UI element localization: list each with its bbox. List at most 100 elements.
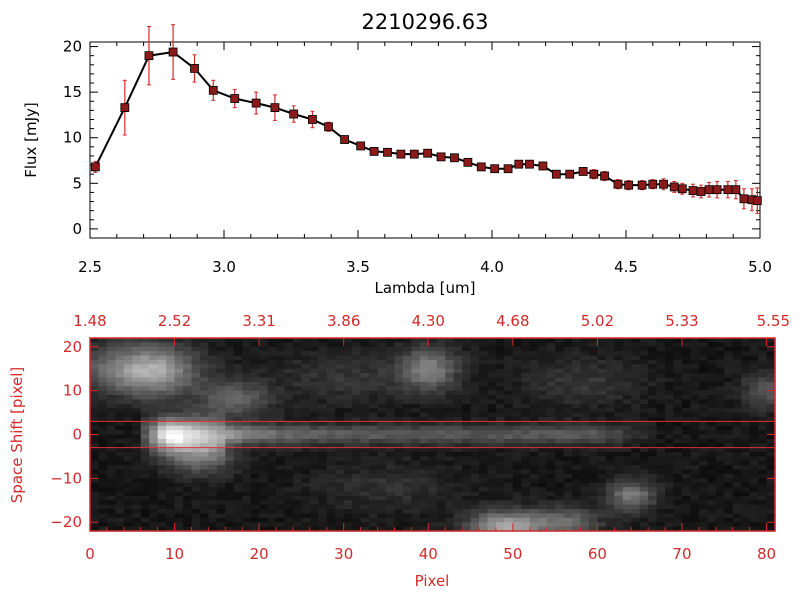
image-pixel: [639, 434, 649, 440]
image-pixel: [123, 351, 133, 357]
image-pixel: [572, 346, 582, 352]
image-pixel: [191, 482, 201, 488]
image-pixel: [512, 351, 522, 357]
image-pixel: [343, 403, 353, 409]
image-pixel: [436, 452, 446, 458]
image-pixel: [656, 430, 666, 436]
image-pixel: [504, 399, 514, 405]
image-pixel: [563, 381, 573, 387]
image-pixel: [690, 355, 700, 361]
data-point: [704, 185, 714, 195]
image-pixel: [284, 355, 294, 361]
image-pixel: [242, 495, 252, 501]
image-pixel: [343, 430, 353, 436]
image-pixel: [369, 430, 379, 436]
image-pixel: [631, 364, 641, 370]
image-pixel: [292, 373, 303, 379]
image-pixel: [681, 390, 692, 396]
image-pixel: [301, 443, 311, 449]
image-pixel: [512, 469, 522, 475]
image-pixel: [512, 495, 522, 501]
image-pixel: [411, 522, 421, 528]
image-pixel: [385, 487, 396, 493]
image-pixel: [462, 430, 472, 436]
image-pixel: [521, 399, 531, 405]
image-pixel: [622, 399, 632, 405]
image-pixel: [284, 342, 294, 348]
image-pixel: [580, 368, 590, 374]
image-pixel: [385, 438, 396, 444]
image-pixel: [250, 478, 260, 484]
image-pixel: [242, 395, 252, 401]
image-pixel: [292, 342, 303, 348]
image-pixel: [250, 390, 260, 396]
image-pixel: [411, 452, 421, 458]
image-pixel: [470, 364, 480, 370]
image-pixel: [225, 355, 235, 361]
image-pixel: [318, 390, 328, 396]
x-tick-label: 3.0: [212, 258, 236, 276]
image-pixel: [724, 412, 734, 418]
image-pixel: [343, 513, 353, 519]
image-pixel: [445, 373, 455, 379]
image-pixel: [758, 491, 768, 497]
image-pixel: [250, 342, 260, 348]
image-pixel: [707, 377, 717, 383]
image-pixel: [301, 495, 311, 501]
image-pixel: [250, 452, 260, 458]
image-pixel: [639, 381, 649, 387]
image-pixel: [479, 513, 489, 519]
image-pixel: [115, 425, 125, 431]
image-pixel: [656, 403, 666, 409]
data-point: [525, 159, 534, 169]
image-pixel: [242, 346, 252, 352]
image-pixel: [495, 359, 505, 365]
image-pixel: [479, 425, 489, 431]
image-pixel: [292, 430, 303, 436]
image-pixel: [453, 447, 463, 453]
image-pixel: [174, 452, 184, 458]
image-pixel: [538, 452, 548, 458]
image-pixel: [225, 364, 235, 370]
image-pixel: [352, 443, 362, 449]
image-pixel: [504, 473, 514, 479]
image-pixel: [639, 421, 649, 427]
image-pixel: [529, 355, 539, 361]
image-pixel: [479, 359, 489, 365]
image-pixel: [665, 381, 675, 387]
image-pixel: [326, 342, 336, 348]
image-pixel: [749, 416, 759, 422]
image-pixel: [681, 526, 692, 532]
image-pixel: [504, 364, 514, 370]
image-pixel: [309, 364, 319, 370]
image-pixel: [512, 425, 522, 431]
image-pixel: [758, 338, 768, 343]
data-point: [168, 47, 178, 57]
image-pixel: [529, 456, 539, 462]
image-pixel: [309, 403, 319, 409]
image-pixel: [572, 487, 582, 493]
image-pixel: [758, 460, 768, 466]
image-pixel: [369, 373, 379, 379]
data-point: [476, 162, 486, 172]
image-pixel: [487, 408, 497, 414]
image-pixel: [462, 517, 472, 523]
image-pixel: [267, 355, 277, 361]
image-pixel: [309, 438, 319, 444]
image-pixel: [631, 522, 641, 528]
image-pixel: [749, 351, 759, 357]
image-pixel: [479, 395, 489, 401]
image-pixel: [648, 482, 658, 488]
image-pixel: [715, 513, 725, 519]
image-pixel: [183, 403, 193, 409]
image-pixel: [259, 460, 269, 466]
image-pixel: [149, 452, 159, 458]
image-pixel: [648, 509, 658, 515]
image-pixel: [166, 509, 176, 515]
image-pixel: [605, 403, 615, 409]
image-pixel: [732, 364, 742, 370]
image-pixel: [707, 526, 717, 532]
image-pixel: [216, 495, 226, 501]
image-pixel: [563, 338, 573, 343]
image-pixel: [631, 421, 641, 427]
